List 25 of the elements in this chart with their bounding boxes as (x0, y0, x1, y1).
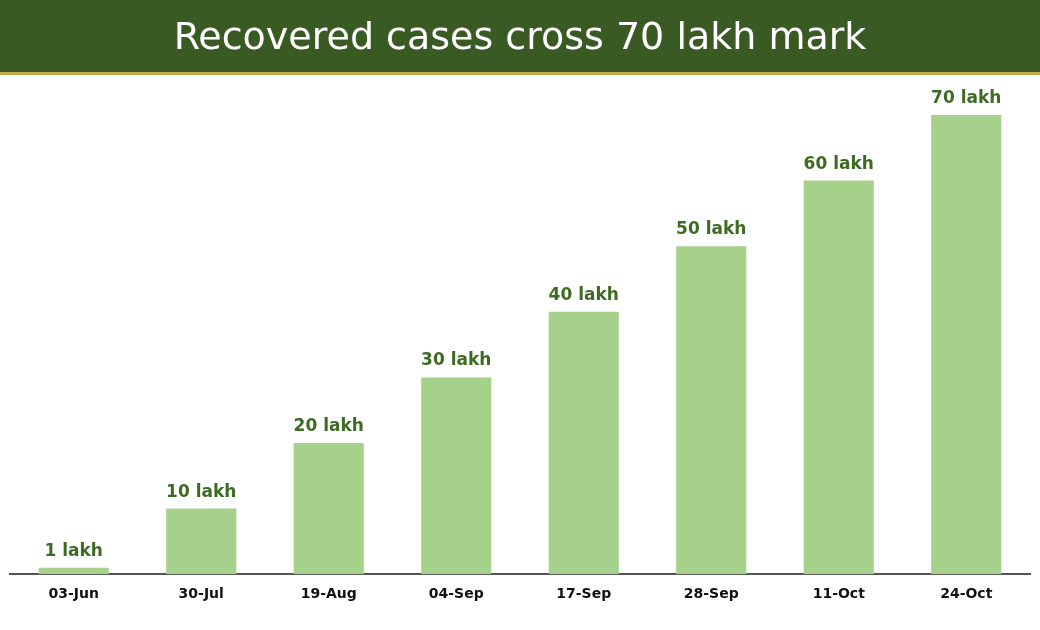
bar (38, 567, 109, 575)
data-label: 70 lakh (931, 86, 1002, 107)
data-label: 40 lakh (548, 283, 619, 304)
bar (421, 377, 492, 575)
bar (166, 508, 237, 575)
x-tick-label: 03-Jun (48, 585, 99, 602)
bar (293, 443, 364, 575)
x-tick-label: 04-Sep (428, 585, 484, 602)
data-label: 30 lakh (421, 349, 492, 370)
x-tick-label: 30-Jul (178, 585, 224, 602)
bar (548, 311, 619, 575)
data-label: 20 lakh (293, 414, 364, 435)
chart-title: Recovered cases cross 70 lakh mark (0, 0, 1040, 75)
data-label: 1 lakh (44, 539, 103, 560)
x-tick-label: 24-Oct (940, 585, 993, 602)
x-tick-label: 19-Aug (300, 585, 357, 602)
data-label: 60 lakh (803, 152, 874, 173)
x-tick-label: 28-Sep (683, 585, 739, 602)
data-label: 50 lakh (676, 218, 747, 239)
x-tick-label: 17-Sep (556, 585, 612, 602)
data-label: 10 lakh (166, 480, 237, 501)
bar (803, 180, 874, 575)
x-tick-label: 11-Oct (812, 585, 866, 602)
bar (931, 115, 1002, 575)
bar (676, 246, 747, 575)
